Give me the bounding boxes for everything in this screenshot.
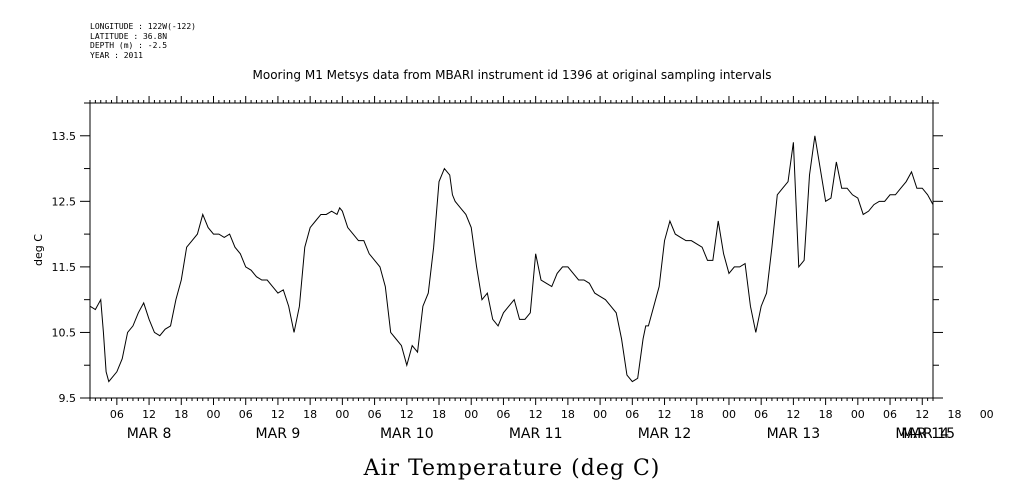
depth-text: DEPTH (m) : -2.5: [90, 41, 168, 50]
y-tick-labels: 9.5 10.5 11.5 12.5 13.5: [52, 130, 77, 405]
x-date-label: MAR 15: [901, 426, 955, 442]
x-date-label: MAR 13: [767, 426, 821, 442]
x-hour-label: 06: [883, 408, 897, 421]
x-hour-label: 00: [464, 408, 478, 421]
x-tick-labels: 06 12 18 00 06 12 18 00 06 12 18 00 06 12 18 00 06 12 18 00…: [110, 408, 994, 421]
air-temperature-line: [89, 135, 934, 383]
x-hour-label: 12: [400, 408, 414, 421]
x-hour-label: 06: [496, 408, 510, 421]
x-date-label: MAR 8: [127, 426, 172, 442]
year-text: YEAR : 2011: [90, 50, 143, 60]
x-date-label: MAR 12: [638, 426, 692, 442]
x-hour-label: 00: [335, 408, 349, 421]
date-labels: MAR 8 MAR 9 MAR 10 MAR 11 MAR 12 MAR 13 MAR 14…: [127, 426, 955, 442]
latitude-text: LATITUDE : 36.8N: [90, 31, 168, 41]
chart-footer-title: Air Temperature (deg C): [363, 456, 661, 481]
y-tick-label: 13.5: [52, 130, 77, 143]
y-tick-label: 12.5: [52, 195, 77, 208]
x-hour-label: 00: [593, 408, 607, 421]
x-hour-label: 06: [110, 408, 124, 421]
plot-frame: [89, 102, 934, 399]
x-hour-label: 00: [722, 408, 736, 421]
x-hour-label: 18: [819, 408, 833, 421]
x-hour-label: 12: [915, 408, 929, 421]
x-hour-label: 06: [754, 408, 768, 421]
x-date-label: MAR 10: [380, 426, 434, 442]
x-hour-label: 12: [786, 408, 800, 421]
longitude-text: LONGITUDE : 122W(-122): [90, 22, 196, 31]
x-hour-label: 00: [980, 408, 994, 421]
y-tick-label: 10.5: [52, 326, 77, 339]
tick-marks: [80, 96, 943, 405]
y-axis-label: deg C: [32, 234, 45, 266]
x-hour-label: 06: [625, 408, 639, 421]
y-tick-label: 9.5: [59, 392, 77, 405]
x-hour-label: 06: [368, 408, 382, 421]
x-hour-label: 18: [432, 408, 446, 421]
x-hour-label: 12: [658, 408, 672, 421]
x-hour-label: 18: [561, 408, 575, 421]
metadata-block: LONGITUDE : 122W(-122) LATITUDE : 36.8N …: [90, 22, 196, 60]
x-date-label: MAR 11: [509, 426, 563, 442]
x-hour-label: 12: [271, 408, 285, 421]
x-date-label: MAR 9: [256, 426, 301, 442]
x-hour-label: 18: [947, 408, 961, 421]
x-hour-label: 12: [142, 408, 156, 421]
x-hour-label: 12: [529, 408, 543, 421]
x-hour-label: 00: [851, 408, 865, 421]
x-hour-label: 18: [174, 408, 188, 421]
y-tick-label: 11.5: [52, 261, 77, 274]
chart-title: Mooring M1 Metsys data from MBARI instru…: [253, 68, 772, 82]
x-hour-label: 18: [303, 408, 317, 421]
x-hour-label: 00: [206, 408, 220, 421]
x-hour-label: 18: [690, 408, 704, 421]
x-date-label: MAR 14: [895, 426, 949, 442]
x-hour-label: 06: [239, 408, 253, 421]
